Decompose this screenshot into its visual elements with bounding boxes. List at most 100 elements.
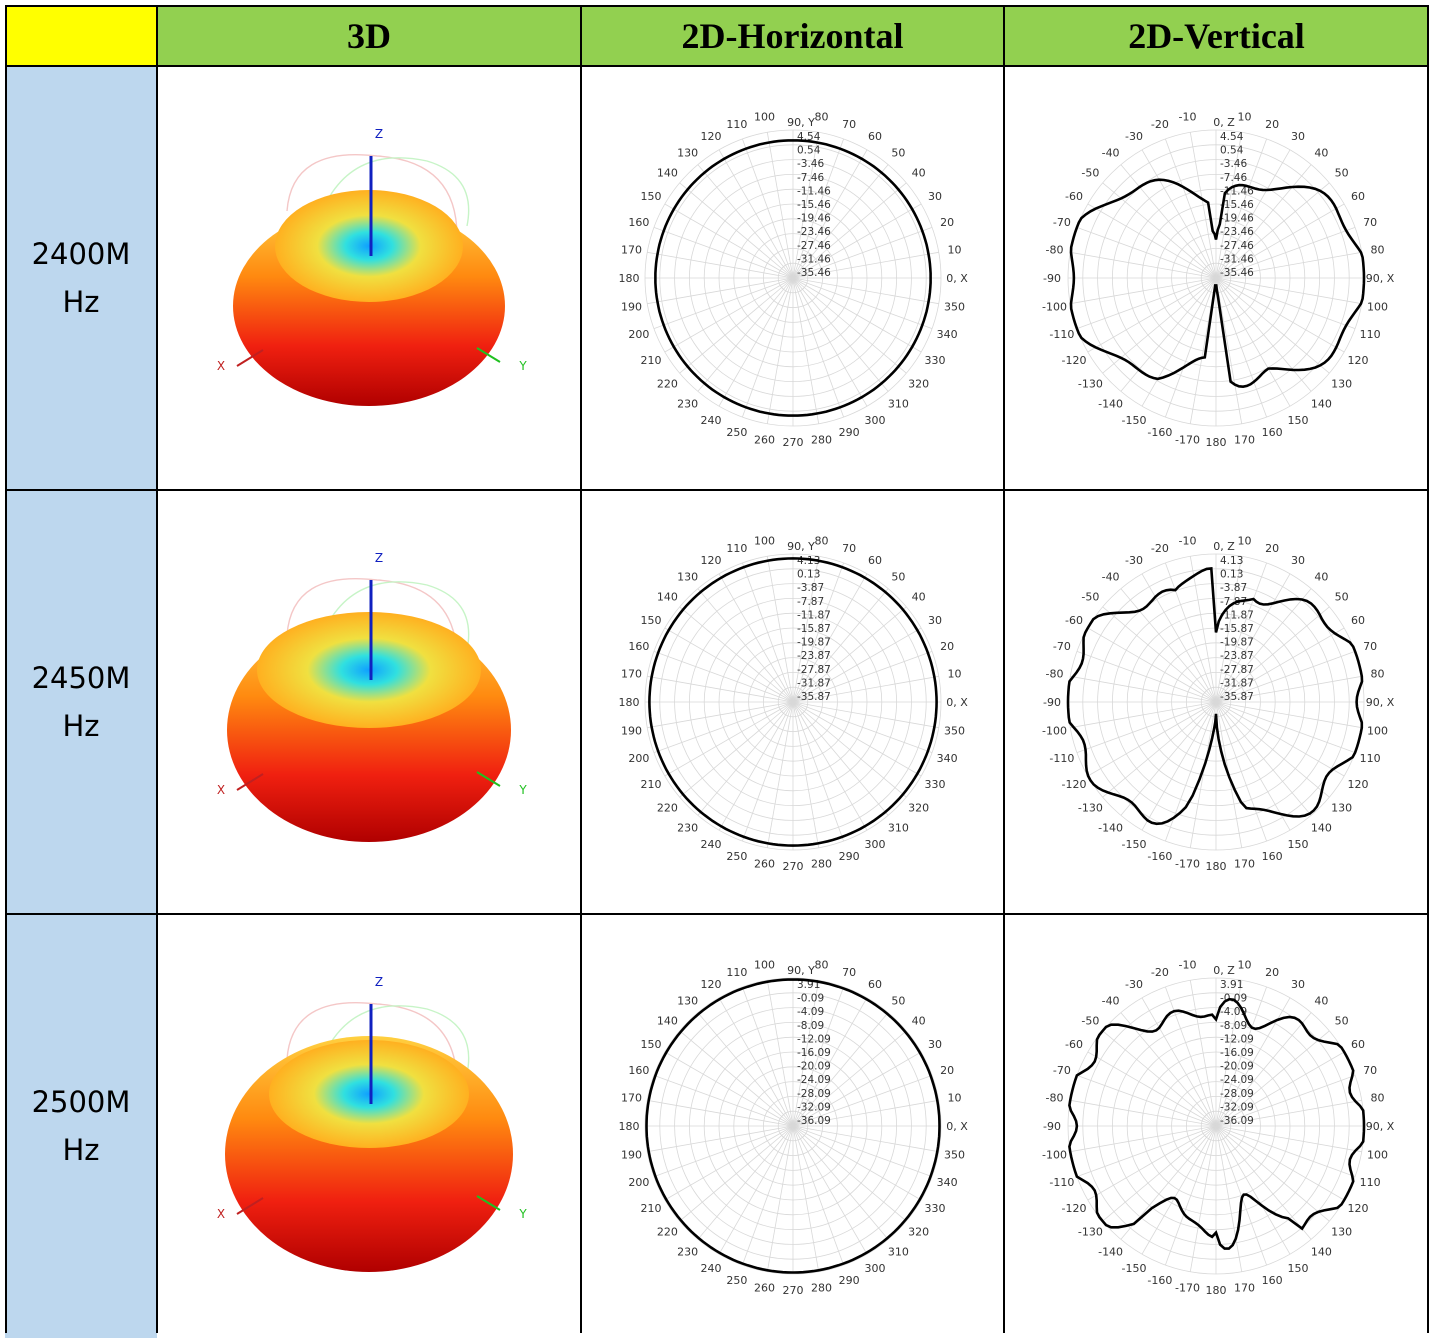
scale-labels: 3.91-0.09-4.09-8.09-12.09-16.09-20.09-24… — [797, 979, 831, 1127]
angle-label: 20 — [1265, 542, 1279, 555]
angle-label: 320 — [908, 1225, 929, 1238]
grid-spoke — [792, 701, 939, 729]
grid-line — [156, 5, 158, 1333]
grid-spoke — [792, 138, 844, 279]
grid-spoke — [1215, 701, 1330, 798]
grid-spoke — [742, 986, 794, 1127]
angle-label: 10 — [1237, 110, 1251, 123]
scale-label: 0.13 — [1220, 569, 1243, 581]
scale-label: -3.46 — [797, 158, 824, 170]
grid-spoke — [1215, 164, 1312, 279]
angle-label: -100 — [1042, 1148, 1067, 1161]
scale-label: 0.54 — [1220, 145, 1244, 157]
grid-spoke — [1215, 1125, 1243, 1272]
scale-label: -32.09 — [1220, 1101, 1254, 1113]
angle-label: -150 — [1122, 838, 1147, 851]
angle-label: -70 — [1053, 1064, 1071, 1077]
grid-spoke — [1120, 164, 1217, 279]
angle-label: 240 — [701, 838, 722, 851]
angle-label: -30 — [1125, 554, 1143, 567]
grid-spoke — [1215, 1030, 1330, 1127]
angle-label: -170 — [1175, 434, 1200, 447]
angle-label: -80 — [1046, 244, 1064, 257]
scale-label: -35.87 — [797, 691, 831, 703]
grid-spoke — [742, 562, 794, 703]
header-2d-vertical: 2D-Vertical — [1004, 5, 1429, 66]
grid-spoke — [679, 182, 794, 279]
angle-label: 90, X — [1366, 1120, 1395, 1133]
grid-spoke — [792, 277, 868, 407]
polar-grid — [644, 129, 942, 427]
angle-label: 350 — [944, 1148, 965, 1161]
grid-spoke — [664, 701, 794, 777]
grid-spoke — [792, 701, 844, 842]
scale-label: -23.87 — [1220, 650, 1254, 662]
angle-label: 20 — [1265, 118, 1279, 131]
grid-spoke — [1215, 1125, 1356, 1177]
scale-label: -16.09 — [1220, 1047, 1254, 1059]
scale-label: -23.87 — [797, 650, 831, 662]
angle-label: 190 — [621, 1148, 642, 1161]
grid-spoke — [1215, 556, 1243, 703]
grid-spoke — [792, 1099, 939, 1127]
y-label: Y — [518, 1207, 527, 1221]
grid-spoke — [1189, 132, 1217, 279]
angle-label: 50 — [1335, 167, 1349, 180]
angle-label: 250 — [726, 426, 747, 439]
grid-spoke — [792, 1012, 889, 1127]
angle-label: 120 — [701, 978, 722, 991]
grid-spoke — [792, 1125, 889, 1240]
angle-label: 220 — [657, 801, 678, 814]
angle-label: 120 — [1348, 354, 1369, 367]
pattern-vertical-2450: 10 20 30 40 50 60 70 80 90, X 100 110 120 130 140 150 1… — [1004, 490, 1429, 914]
grid-spoke — [792, 651, 933, 703]
grid-spoke — [792, 149, 868, 279]
grid-spoke — [1215, 1125, 1362, 1153]
grid-spoke — [792, 701, 889, 816]
grid-spoke — [1087, 1125, 1217, 1201]
grid-spoke — [1087, 627, 1217, 703]
angle-label: 0, X — [946, 1120, 968, 1133]
grid-spoke — [1087, 277, 1217, 353]
grid-spoke — [1070, 277, 1217, 305]
radiation-top — [257, 612, 481, 728]
top-axis-label: 90, Y — [787, 964, 815, 977]
grid-spoke — [1215, 1125, 1345, 1201]
grid-spoke — [792, 277, 907, 374]
grid-spoke — [1215, 588, 1312, 703]
3d-pattern-plot: Z X Y — [217, 975, 527, 1272]
scale-label: -15.46 — [797, 199, 831, 211]
row-label-2400: 2400M Hz — [5, 66, 157, 490]
grid-spoke — [679, 606, 794, 703]
grid-spoke — [792, 182, 907, 279]
scale-label: -11.46 — [797, 185, 831, 197]
angle-label: 180 — [619, 1120, 640, 1133]
grid-spoke — [1070, 1099, 1217, 1127]
grid-spoke — [766, 556, 794, 703]
angle-label: -30 — [1125, 978, 1143, 991]
angle-label: 140 — [1311, 822, 1332, 835]
scale-label: -28.09 — [797, 1088, 831, 1100]
scale-labels: 3.91-0.09-4.09-8.09-12.09-16.09-20.09-24… — [1220, 979, 1254, 1127]
scale-label: 4.54 — [1220, 131, 1244, 143]
grid-spoke — [1215, 573, 1291, 703]
grid-spoke — [1102, 1125, 1217, 1222]
angle-label: 270 — [783, 1284, 804, 1297]
grid-spoke — [1076, 1125, 1217, 1177]
angle-label: -60 — [1065, 614, 1083, 627]
grid-spoke — [792, 277, 844, 418]
angle-label: 40 — [912, 167, 926, 180]
grid-spoke — [664, 1125, 794, 1201]
angle-label: -140 — [1098, 398, 1123, 411]
grid-spoke — [1215, 227, 1356, 279]
grid-spoke — [1215, 986, 1267, 1127]
scale-label: -31.87 — [1220, 677, 1254, 689]
scale-label: -24.09 — [1220, 1074, 1254, 1086]
angle-label: 160 — [1262, 426, 1283, 439]
freq-line2: Hz — [62, 285, 100, 319]
grid-spoke — [1215, 1125, 1330, 1222]
angle-label: 150 — [1288, 838, 1309, 851]
angle-label: 150 — [1288, 1262, 1309, 1275]
